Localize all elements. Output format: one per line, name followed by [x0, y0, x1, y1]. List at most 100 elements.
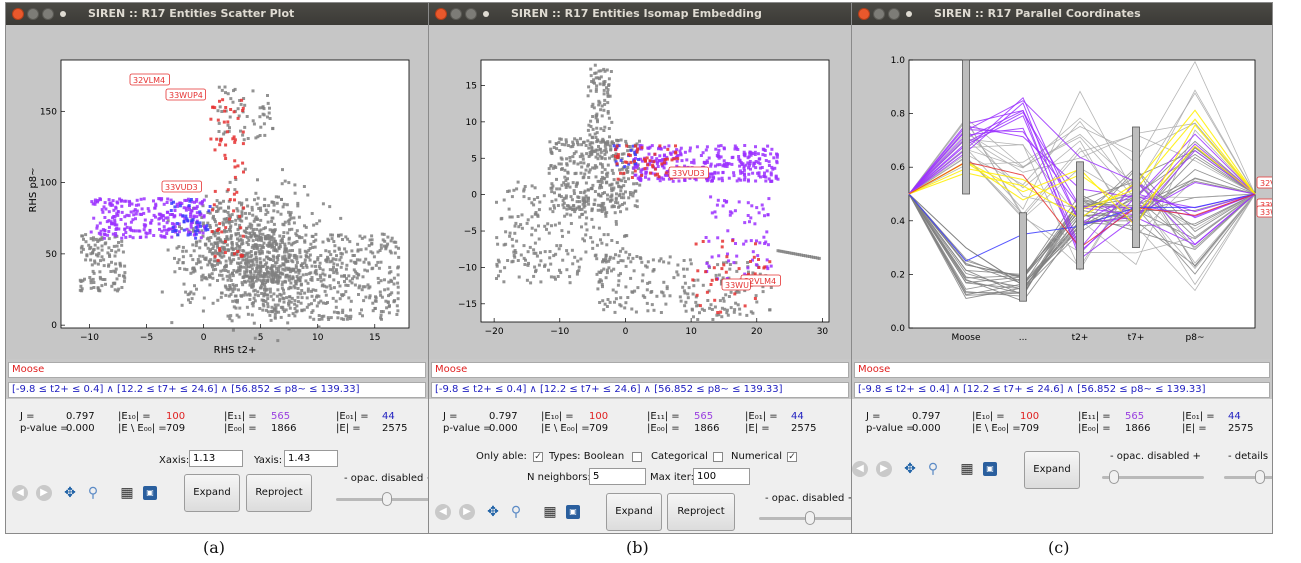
maximize-window-icon[interactable] — [888, 8, 900, 20]
boolean-checkbox[interactable] — [632, 452, 642, 462]
grey-point — [278, 234, 282, 238]
grey-point — [238, 267, 242, 271]
details-slider-handle[interactable] — [1255, 470, 1265, 484]
zoom-icon[interactable]: ⚲ — [927, 461, 939, 477]
only-able-checkbox[interactable]: ✓ — [533, 452, 543, 462]
purple-point — [732, 261, 736, 265]
forward-icon[interactable]: ▶ — [876, 461, 892, 477]
back-icon[interactable]: ◀ — [852, 461, 868, 477]
back-icon[interactable]: ◀ — [12, 485, 28, 501]
grey-point — [224, 259, 228, 263]
configure-icon[interactable]: ▦ — [960, 461, 974, 477]
grey-point — [593, 81, 596, 85]
grey-point — [604, 147, 608, 151]
lhs-query-field[interactable]: Moose — [854, 362, 1270, 378]
categorical-checkbox[interactable] — [713, 452, 723, 462]
zoom-icon[interactable]: ⚲ — [510, 504, 522, 520]
details-slider[interactable] — [1224, 476, 1272, 479]
numerical-checkbox[interactable]: ✓ — [787, 452, 797, 462]
purple-point — [189, 212, 193, 216]
opacity-slider-handle[interactable] — [382, 492, 392, 506]
close-window-icon[interactable] — [435, 8, 447, 20]
forward-icon[interactable]: ▶ — [36, 485, 52, 501]
minimize-window-icon[interactable] — [27, 8, 39, 20]
e01-label: |E₀₁| = — [745, 411, 778, 422]
isomap-plot-canvas[interactable]: −20 −10 0 10 20 30 15 10 5 0 −5 −10 −15 33VUD3 32VLM4… — [429, 25, 851, 359]
grey-point — [557, 221, 561, 225]
red-point — [224, 157, 228, 160]
reproject-button[interactable]: Reproject — [667, 493, 735, 531]
scatter-plot-canvas[interactable]: −10 −5 0 5 10 15 0 50 100 150 RHS t2+ RHS p8~ 32V… — [6, 25, 428, 359]
rhs-query-field[interactable]: [-9.8 ≤ t2+ ≤ 0.4] ∧ [12.2 ≤ t7+ ≤ 24.6]… — [8, 382, 426, 398]
save-icon[interactable]: ▣ — [983, 462, 997, 476]
pan-icon[interactable]: ✥ — [64, 485, 76, 501]
x-tick-label: −5 — [140, 333, 153, 343]
grey-point — [251, 89, 255, 93]
lhs-query-field[interactable]: Moose — [8, 362, 426, 378]
reproject-button[interactable]: Reproject — [246, 474, 312, 512]
purple-point — [634, 156, 637, 160]
configure-icon[interactable]: ▦ — [543, 504, 557, 520]
expand-button[interactable]: Expand — [184, 474, 240, 512]
max-iter-input[interactable]: 100 — [693, 468, 750, 485]
save-icon[interactable]: ▣ — [566, 505, 580, 519]
window-menu-icon[interactable] — [483, 11, 489, 17]
back-icon[interactable]: ◀ — [435, 504, 451, 520]
grey-point — [589, 74, 593, 78]
grey-point — [257, 249, 261, 253]
grey-point — [259, 284, 263, 288]
purple-point — [147, 209, 151, 213]
minimize-window-icon[interactable] — [450, 8, 462, 20]
grey-point — [563, 168, 567, 172]
window-menu-icon[interactable] — [906, 11, 912, 17]
grey-point — [256, 135, 260, 139]
grey-point — [275, 277, 279, 281]
zoom-icon[interactable]: ⚲ — [87, 485, 99, 501]
grey-point — [388, 292, 392, 296]
pan-icon[interactable]: ✥ — [487, 504, 499, 520]
grey-point — [346, 284, 350, 287]
grey-point — [253, 270, 257, 274]
purple-point — [134, 203, 138, 207]
y-tick-label: 0.2 — [891, 270, 905, 280]
expand-button[interactable]: Expand — [1024, 451, 1080, 489]
maximize-window-icon[interactable] — [42, 8, 54, 20]
expand-button[interactable]: Expand — [606, 493, 662, 531]
opacity-slider-handle[interactable] — [805, 511, 815, 525]
lhs-query-field[interactable]: Moose — [431, 362, 849, 378]
e10-label: |E₁₀| = — [541, 411, 574, 422]
grey-point — [553, 191, 556, 195]
close-window-icon[interactable] — [858, 8, 870, 20]
rhs-query-field[interactable]: [-9.8 ≤ t2+ ≤ 0.4] ∧ [12.2 ≤ t7+ ≤ 24.6]… — [854, 382, 1270, 398]
grey-point — [313, 271, 317, 275]
grey-point — [303, 249, 307, 253]
yaxis-input[interactable]: 1.43 — [284, 450, 338, 467]
purple-point — [162, 202, 166, 206]
purple-point — [717, 156, 721, 160]
rhs-query-field[interactable]: [-9.8 ≤ t2+ ≤ 0.4] ∧ [12.2 ≤ t7+ ≤ 24.6]… — [431, 382, 849, 398]
purple-point — [713, 210, 717, 214]
forward-icon[interactable]: ▶ — [459, 504, 475, 520]
grey-point — [237, 231, 240, 235]
parallel-coordinates-canvas[interactable]: Moose...t2+t7+p8~1.00.80.60.40.20.0 32VL… — [852, 25, 1272, 359]
opacity-slider[interactable] — [1102, 476, 1204, 479]
minimize-window-icon[interactable] — [873, 8, 885, 20]
save-icon[interactable]: ▣ — [143, 486, 157, 500]
grey-point — [321, 240, 325, 244]
red-point — [754, 242, 757, 246]
window-menu-icon[interactable] — [60, 11, 66, 17]
configure-icon[interactable]: ▦ — [120, 485, 134, 501]
grey-point — [510, 195, 514, 199]
grey-point — [588, 168, 592, 172]
opacity-slider-handle[interactable] — [1109, 470, 1119, 484]
xaxis-input[interactable]: 1.13 — [189, 450, 243, 467]
n-neighbors-input[interactable]: 5 — [589, 468, 646, 485]
purple-point — [149, 221, 153, 225]
maximize-window-icon[interactable] — [465, 8, 477, 20]
pan-icon[interactable]: ✥ — [904, 461, 916, 477]
grey-point — [396, 285, 400, 289]
grey-point — [240, 281, 244, 285]
grey-point — [285, 250, 289, 254]
grey-point — [274, 306, 278, 310]
close-window-icon[interactable] — [12, 8, 24, 20]
